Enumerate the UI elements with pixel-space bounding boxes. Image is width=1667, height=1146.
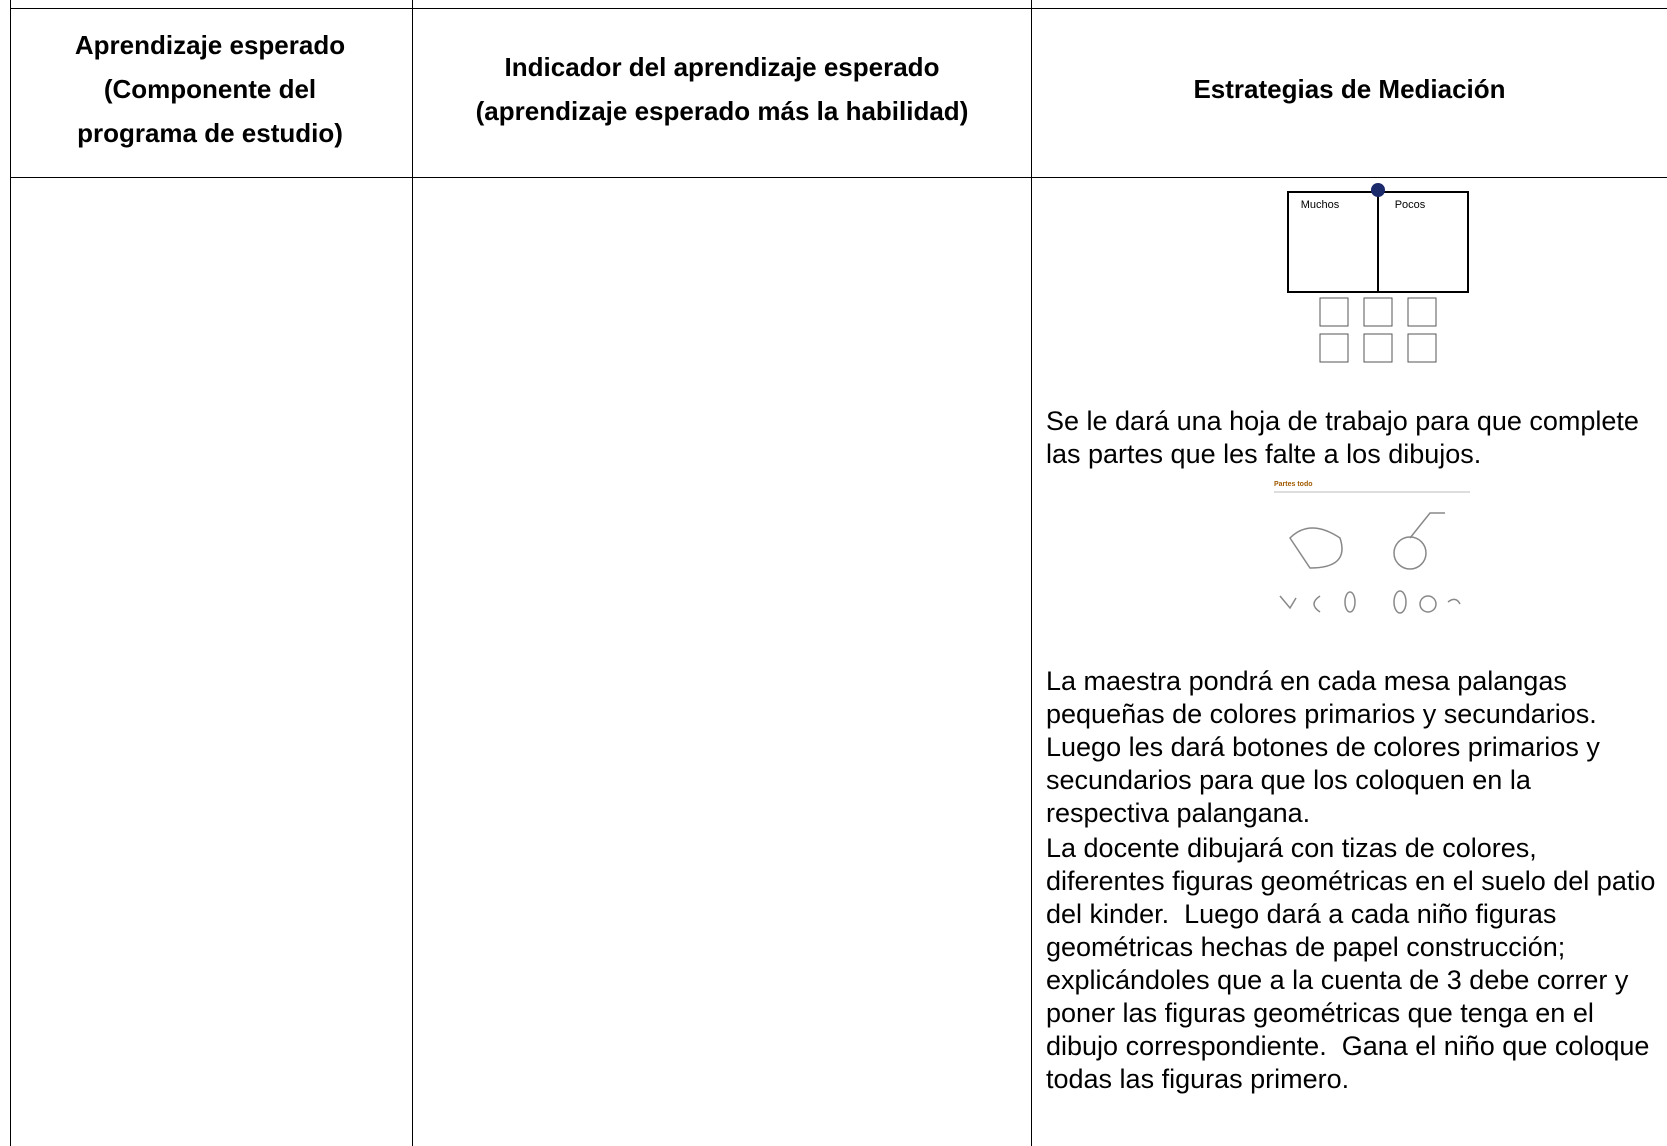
border bbox=[10, 8, 1667, 9]
worksheet-image: Muchos Pocos bbox=[1287, 183, 1469, 363]
border bbox=[412, 0, 413, 1146]
image-title: Partes todo bbox=[1274, 481, 1313, 488]
worksheet-image: Partes todo bbox=[1274, 481, 1470, 614]
image-label: Muchos bbox=[1301, 199, 1340, 211]
header-cell: Estrategias de Mediación bbox=[1193, 74, 1506, 104]
paragraph: Se le dará una hoja de trabajo para que … bbox=[1046, 406, 1647, 469]
paragraph: La maestra pondrá en cada mesa palangas … bbox=[1046, 666, 1608, 828]
header-cell: Indicador del aprendizaje esperado (apre… bbox=[475, 52, 969, 126]
paragraph: La docente dibujará con tizas de colores… bbox=[1046, 833, 1663, 1094]
border bbox=[10, 0, 11, 1146]
header-cell: Aprendizaje esperado (Componente del pro… bbox=[74, 30, 346, 148]
image-label: Pocos bbox=[1395, 199, 1426, 211]
border bbox=[10, 177, 1667, 178]
border bbox=[1031, 0, 1032, 1146]
